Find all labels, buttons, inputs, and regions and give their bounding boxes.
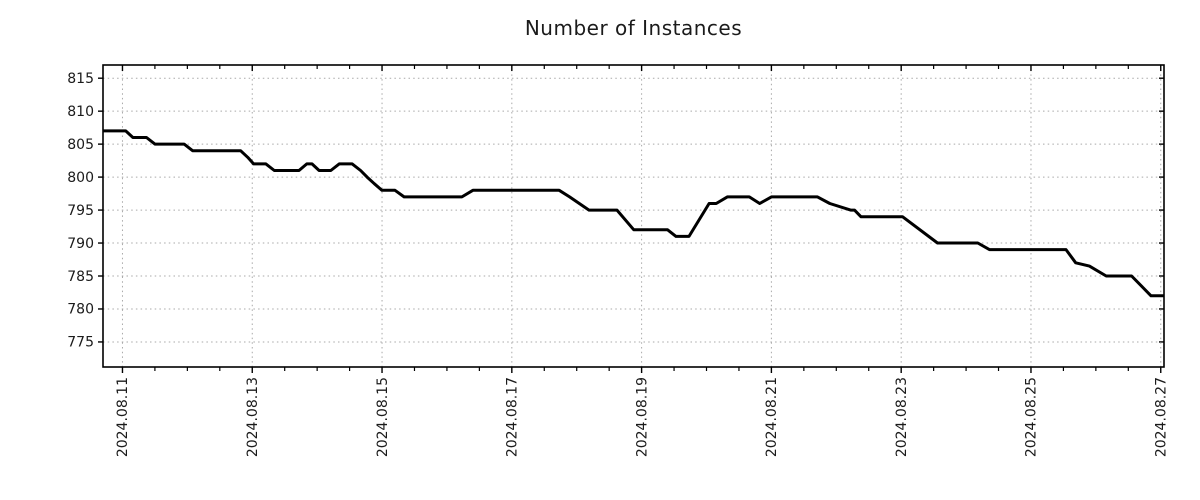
series-line-instances (103, 129, 1164, 298)
x-tick-label: 2024.08.27 (1154, 377, 1170, 457)
x-tick-label: 2024.08.19 (634, 377, 650, 457)
x-tick-label: 2024.08.15 (375, 377, 391, 457)
chart-title: Number of Instances (524, 16, 743, 40)
x-tick-label: 2024.08.23 (894, 377, 910, 457)
y-tick-label: 795 (67, 203, 94, 219)
y-tick-label: 785 (67, 269, 94, 285)
y-tick-label: 810 (67, 104, 94, 120)
y-tick-label: 805 (67, 137, 94, 153)
x-tick-label: 2024.08.25 (1024, 377, 1040, 457)
x-tick-label: 2024.08.21 (764, 377, 780, 457)
plot-border (102, 64, 1165, 368)
x-tick-label: 2024.08.13 (245, 377, 261, 457)
x-tick-label: 2024.08.17 (505, 377, 521, 457)
y-tick-label: 775 (67, 335, 94, 351)
y-tick-label: 815 (67, 71, 94, 87)
y-tick-label: 800 (67, 170, 94, 186)
y-tick-label: 780 (67, 302, 94, 318)
x-tick-label: 2024.08.11 (115, 377, 131, 457)
y-tick-label: 790 (67, 236, 94, 252)
